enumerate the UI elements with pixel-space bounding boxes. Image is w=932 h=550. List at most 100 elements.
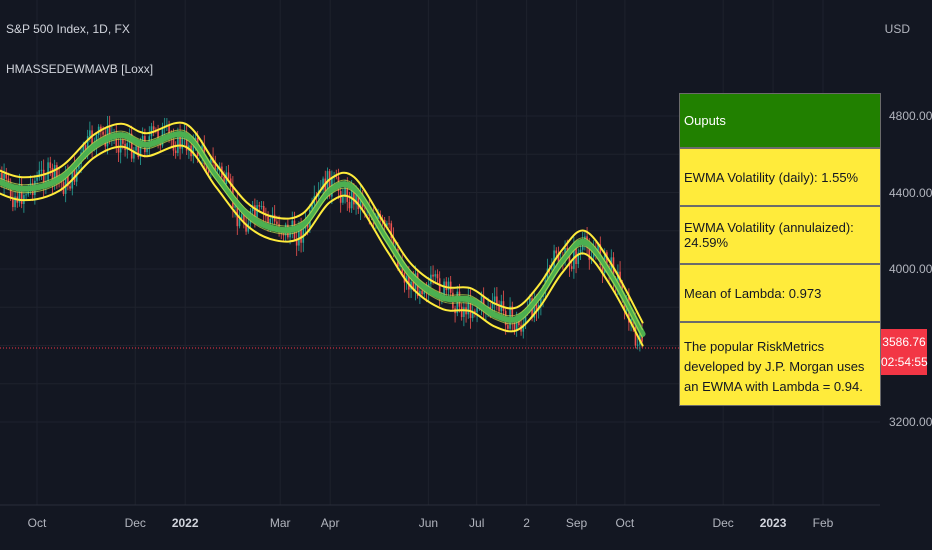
- candle-body: [133, 150, 135, 159]
- candle-body: [174, 150, 177, 154]
- candle-body: [122, 139, 124, 144]
- candle-body: [295, 238, 298, 246]
- candle-body: [243, 214, 245, 224]
- candle-body: [172, 139, 175, 151]
- candle-body: [311, 204, 313, 210]
- candle-body: [551, 268, 553, 270]
- candle-body: [535, 300, 538, 311]
- candle-body: [533, 300, 536, 318]
- x-tick-label: Dec: [712, 516, 734, 530]
- candle-body: [346, 184, 349, 202]
- candle-body: [507, 325, 509, 329]
- candle-body: [412, 281, 415, 290]
- last-price-label: 3586.76 02:54:55: [881, 329, 928, 375]
- candle-body: [436, 274, 439, 279]
- chart-title[interactable]: S&P 500 Index, 1D, FX: [6, 22, 130, 36]
- candle-body: [617, 271, 619, 285]
- x-tick-label: Jun: [418, 516, 439, 530]
- candle-body: [606, 252, 608, 267]
- candle-body: [553, 250, 555, 269]
- candle-body: [540, 296, 542, 306]
- outputs-table: Ouputs EWMA Volatility (daily): 1.55% EW…: [679, 93, 881, 406]
- candle-body: [262, 205, 265, 215]
- ewma-daily-row: EWMA Volatility (daily): 1.55%: [679, 148, 881, 206]
- candle-body: [86, 136, 89, 154]
- x-tick-label: 2023: [759, 516, 787, 530]
- candle-body: [258, 205, 261, 207]
- candle-body: [3, 173, 5, 185]
- indicator-label[interactable]: HMASSEDEWMAVB [Loxx]: [6, 62, 154, 76]
- candle-body: [513, 320, 516, 330]
- candle-body: [115, 135, 118, 147]
- candle-body: [51, 167, 54, 183]
- candle-body: [108, 126, 111, 137]
- center-line-edge: [0, 129, 644, 331]
- x-tick-label: Mar: [269, 516, 291, 530]
- candle-body: [64, 174, 67, 194]
- ewma-center-line: [0, 131, 646, 337]
- candle-body: [102, 131, 104, 135]
- candle-body: [588, 247, 591, 260]
- candle-body: [357, 190, 360, 210]
- candle-body: [524, 312, 527, 324]
- candle-body: [498, 304, 500, 312]
- candle-body: [20, 184, 23, 204]
- candle-body: [269, 218, 272, 224]
- candle-body: [491, 301, 494, 309]
- indicator-bands: [0, 121, 646, 347]
- candle-body: [192, 141, 195, 157]
- x-tick-label: Apr: [320, 516, 340, 530]
- candle-body: [47, 162, 49, 181]
- candle-body: [577, 252, 580, 265]
- candle-body: [476, 307, 478, 313]
- candle-body: [388, 223, 390, 225]
- upper-band-line: [0, 121, 644, 324]
- candle-body: [216, 168, 219, 171]
- candle-body: [471, 310, 474, 319]
- candle-body: [157, 130, 159, 142]
- candle-body: [546, 268, 549, 281]
- candle-body: [40, 169, 43, 171]
- candle-body: [276, 221, 278, 224]
- candle-body: [434, 274, 437, 277]
- candle-body: [117, 146, 120, 153]
- x-tick-label: Sep: [565, 516, 588, 530]
- candle-body: [597, 244, 599, 252]
- candle-body: [568, 254, 571, 267]
- candle-body: [289, 232, 291, 238]
- mean-lambda-row: Mean of Lambda: 0.973: [679, 264, 881, 322]
- candle-body: [137, 146, 140, 158]
- candle-body: [353, 188, 355, 205]
- candle-body: [328, 171, 331, 197]
- candle-body: [78, 163, 80, 169]
- candle-body: [14, 196, 16, 208]
- candle-body: [474, 310, 476, 313]
- candle-body: [390, 223, 393, 238]
- candle-body: [445, 281, 448, 291]
- x-tick-label: Jul: [469, 516, 485, 530]
- candle-body: [612, 257, 615, 283]
- candle-body: [141, 136, 144, 142]
- candle-body: [634, 323, 637, 346]
- candle-body: [71, 166, 74, 189]
- candle-body: [493, 296, 496, 302]
- candle-body: [82, 145, 85, 153]
- candle-body: [38, 170, 41, 178]
- candle-body: [139, 141, 142, 158]
- candle-body: [152, 126, 155, 130]
- candle-body: [135, 146, 137, 151]
- candle-body: [300, 225, 302, 243]
- candle-body: [324, 178, 327, 195]
- candle-body: [177, 131, 179, 154]
- candle-body: [254, 205, 256, 218]
- candle-body: [36, 177, 38, 181]
- candle-body: [7, 178, 10, 183]
- candle-body: [168, 124, 170, 135]
- candle-body: [463, 307, 465, 317]
- y-tick-label: 3200.00: [889, 415, 932, 429]
- candle-body: [29, 183, 32, 187]
- candle-body: [467, 296, 470, 315]
- candle-body: [511, 306, 514, 321]
- candle-body: [240, 214, 243, 219]
